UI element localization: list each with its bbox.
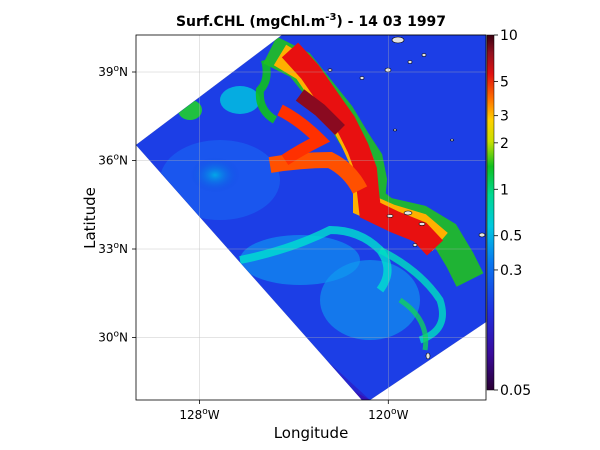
colorbar-tick-label: 10: [500, 28, 518, 44]
lon-tick-label: 120oW: [368, 407, 408, 422]
map-gridlines: [136, 35, 486, 400]
latitude-ticks: 39oN 36oN 33oN 30oN: [98, 64, 136, 345]
colorbar-tick-label: 0.3: [500, 263, 522, 279]
colorbar-tick-label: 0.05: [500, 383, 531, 399]
plot-frame: [135, 34, 487, 401]
lat-tick-label: 33oN: [98, 241, 128, 256]
lat-tick-label: 39oN: [98, 64, 128, 79]
colorbar-tick-label: 2: [500, 136, 509, 152]
colorbar-tick-label: 1: [500, 182, 509, 198]
x-axis-label: Longitude: [274, 424, 349, 442]
island-outlines: [327, 36, 486, 360]
map-title: Surf.CHL (mgChl.m-3) - 14 03 1997: [176, 12, 446, 30]
lat-tick-label: 36oN: [98, 153, 128, 168]
colorbar-tick-label: 5: [500, 74, 509, 90]
colorbar: [486, 34, 495, 391]
colorbar-tick-label: 3: [500, 109, 509, 125]
colorbar-ticks: 10 5 3 2 1 0.5 0.3 0.05: [494, 28, 531, 399]
longitude-ticks: 128oW 120oW: [179, 400, 409, 422]
lat-tick-label: 30oN: [98, 330, 128, 345]
colorbar-tick-label: 0.5: [500, 229, 522, 245]
lon-tick-label: 128oW: [179, 407, 219, 422]
y-axis-label: Latitude: [81, 187, 99, 249]
